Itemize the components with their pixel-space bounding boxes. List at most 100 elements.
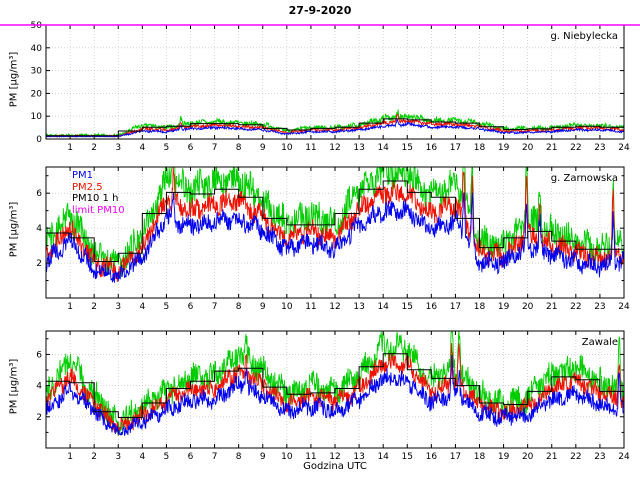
svg-text:10: 10 xyxy=(31,112,43,122)
svg-text:21: 21 xyxy=(546,143,557,153)
station-label-zawale: Zawale xyxy=(581,337,618,348)
svg-text:12: 12 xyxy=(329,302,340,312)
svg-text:2: 2 xyxy=(36,413,42,423)
chart-title: 27-9-2020 xyxy=(288,4,352,17)
svg-text:50: 50 xyxy=(31,21,43,31)
y-axis-label-panel2: PM [µg/m³] xyxy=(8,201,20,258)
svg-text:3: 3 xyxy=(115,452,121,462)
svg-text:21: 21 xyxy=(546,452,557,462)
tick-labels: 1 2 3 4 5 6 7 8 9 10 11 12 13 14 15 16 17 18 19 20 21 22 23 240… xyxy=(31,21,630,153)
svg-text:17: 17 xyxy=(450,143,461,153)
svg-text:14: 14 xyxy=(377,302,389,312)
svg-text:18: 18 xyxy=(474,143,486,153)
svg-text:6: 6 xyxy=(188,452,194,462)
y-axis-label-panel1: PM [µg/m³] xyxy=(8,51,20,108)
panel-2: 1 2 3 4 5 6 7 8 9 10 11 12 13 14 15 16 17 18 19 20 21 22 23 242… xyxy=(36,330,630,462)
svg-text:11: 11 xyxy=(305,143,316,153)
svg-text:17: 17 xyxy=(450,452,461,462)
svg-text:8: 8 xyxy=(236,143,242,153)
svg-text:20: 20 xyxy=(31,89,43,99)
svg-text:20: 20 xyxy=(522,302,534,312)
svg-text:13: 13 xyxy=(353,302,364,312)
svg-text:11: 11 xyxy=(305,452,316,462)
svg-text:13: 13 xyxy=(353,143,364,153)
legend-item-pm10: PM10 1 h xyxy=(72,193,119,204)
svg-text:11: 11 xyxy=(305,302,316,312)
svg-text:5: 5 xyxy=(164,302,170,312)
x-axis-label: Godzina UTC xyxy=(303,461,367,472)
series-PM10-1h xyxy=(46,353,624,418)
svg-text:21: 21 xyxy=(546,302,557,312)
panel-1: 1 2 3 4 5 6 7 8 9 10 11 12 13 14 15 16 17 18 19 20 21 22 23 242… xyxy=(36,166,630,312)
svg-text:17: 17 xyxy=(450,302,461,312)
svg-text:6: 6 xyxy=(188,302,194,312)
svg-text:24: 24 xyxy=(618,143,630,153)
svg-text:19: 19 xyxy=(498,452,510,462)
tick-marks xyxy=(46,167,625,298)
series-PM10-1h xyxy=(46,118,624,137)
svg-text:20: 20 xyxy=(522,143,534,153)
svg-text:1: 1 xyxy=(67,302,73,312)
svg-text:9: 9 xyxy=(260,302,266,312)
svg-text:3: 3 xyxy=(115,302,121,312)
svg-text:15: 15 xyxy=(402,452,413,462)
gridlines xyxy=(46,167,624,298)
svg-text:18: 18 xyxy=(474,302,486,312)
svg-text:22: 22 xyxy=(570,143,581,153)
svg-text:8: 8 xyxy=(236,302,242,312)
svg-text:16: 16 xyxy=(426,452,438,462)
svg-text:4: 4 xyxy=(36,224,42,234)
svg-text:40: 40 xyxy=(31,44,43,54)
svg-text:4: 4 xyxy=(139,452,145,462)
legend-item-pm25: PM2.5 xyxy=(72,181,103,193)
svg-text:24: 24 xyxy=(618,452,630,462)
svg-text:12: 12 xyxy=(329,452,340,462)
tick-marks xyxy=(46,331,625,448)
svg-text:4: 4 xyxy=(139,143,145,153)
svg-text:10: 10 xyxy=(281,452,293,462)
svg-text:13: 13 xyxy=(353,452,364,462)
svg-text:8: 8 xyxy=(236,452,242,462)
svg-text:5: 5 xyxy=(164,452,170,462)
svg-text:9: 9 xyxy=(260,452,266,462)
y-axis-label-panel3: PM [µg/m³] xyxy=(8,358,20,415)
svg-text:10: 10 xyxy=(281,302,293,312)
svg-text:1: 1 xyxy=(67,143,73,153)
tick-labels: 1 2 3 4 5 6 7 8 9 10 11 12 13 14 15 16 17 18 19 20 21 22 23 242… xyxy=(36,350,630,462)
svg-text:30: 30 xyxy=(31,67,43,77)
svg-text:20: 20 xyxy=(522,452,534,462)
svg-text:2: 2 xyxy=(91,302,97,312)
svg-text:14: 14 xyxy=(377,452,389,462)
panel-0: 1 2 3 4 5 6 7 8 9 10 11 12 13 14 15 16 17 18 19 20 21 22 23 240… xyxy=(0,21,640,153)
svg-text:16: 16 xyxy=(426,143,438,153)
svg-text:7: 7 xyxy=(212,143,218,153)
svg-text:19: 19 xyxy=(498,302,510,312)
legend-item-pm1: PM1 xyxy=(72,170,94,181)
svg-text:14: 14 xyxy=(377,143,389,153)
svg-text:6: 6 xyxy=(36,189,42,199)
series-PM1 xyxy=(46,191,624,283)
tick-labels: 1 2 3 4 5 6 7 8 9 10 11 12 13 14 15 16 17 18 19 20 21 22 23 242… xyxy=(36,189,630,312)
svg-text:2: 2 xyxy=(91,452,97,462)
svg-text:4: 4 xyxy=(36,382,42,392)
svg-text:18: 18 xyxy=(474,452,486,462)
svg-text:1: 1 xyxy=(67,452,73,462)
svg-text:0: 0 xyxy=(36,135,42,145)
station-label-zarnowska: g. Zarnowska xyxy=(550,173,618,184)
svg-text:10: 10 xyxy=(281,143,293,153)
svg-text:19: 19 xyxy=(498,143,510,153)
svg-text:6: 6 xyxy=(36,350,42,360)
svg-text:15: 15 xyxy=(402,143,413,153)
svg-text:22: 22 xyxy=(570,452,581,462)
svg-text:7: 7 xyxy=(212,302,218,312)
svg-text:2: 2 xyxy=(36,259,42,269)
svg-text:23: 23 xyxy=(594,452,605,462)
svg-text:15: 15 xyxy=(402,302,413,312)
legend-item-limit: limit PM10 xyxy=(72,204,125,216)
series-PM10-1h xyxy=(46,180,624,262)
series-PM1 xyxy=(46,354,624,436)
svg-text:4: 4 xyxy=(139,302,145,312)
svg-text:22: 22 xyxy=(570,302,581,312)
